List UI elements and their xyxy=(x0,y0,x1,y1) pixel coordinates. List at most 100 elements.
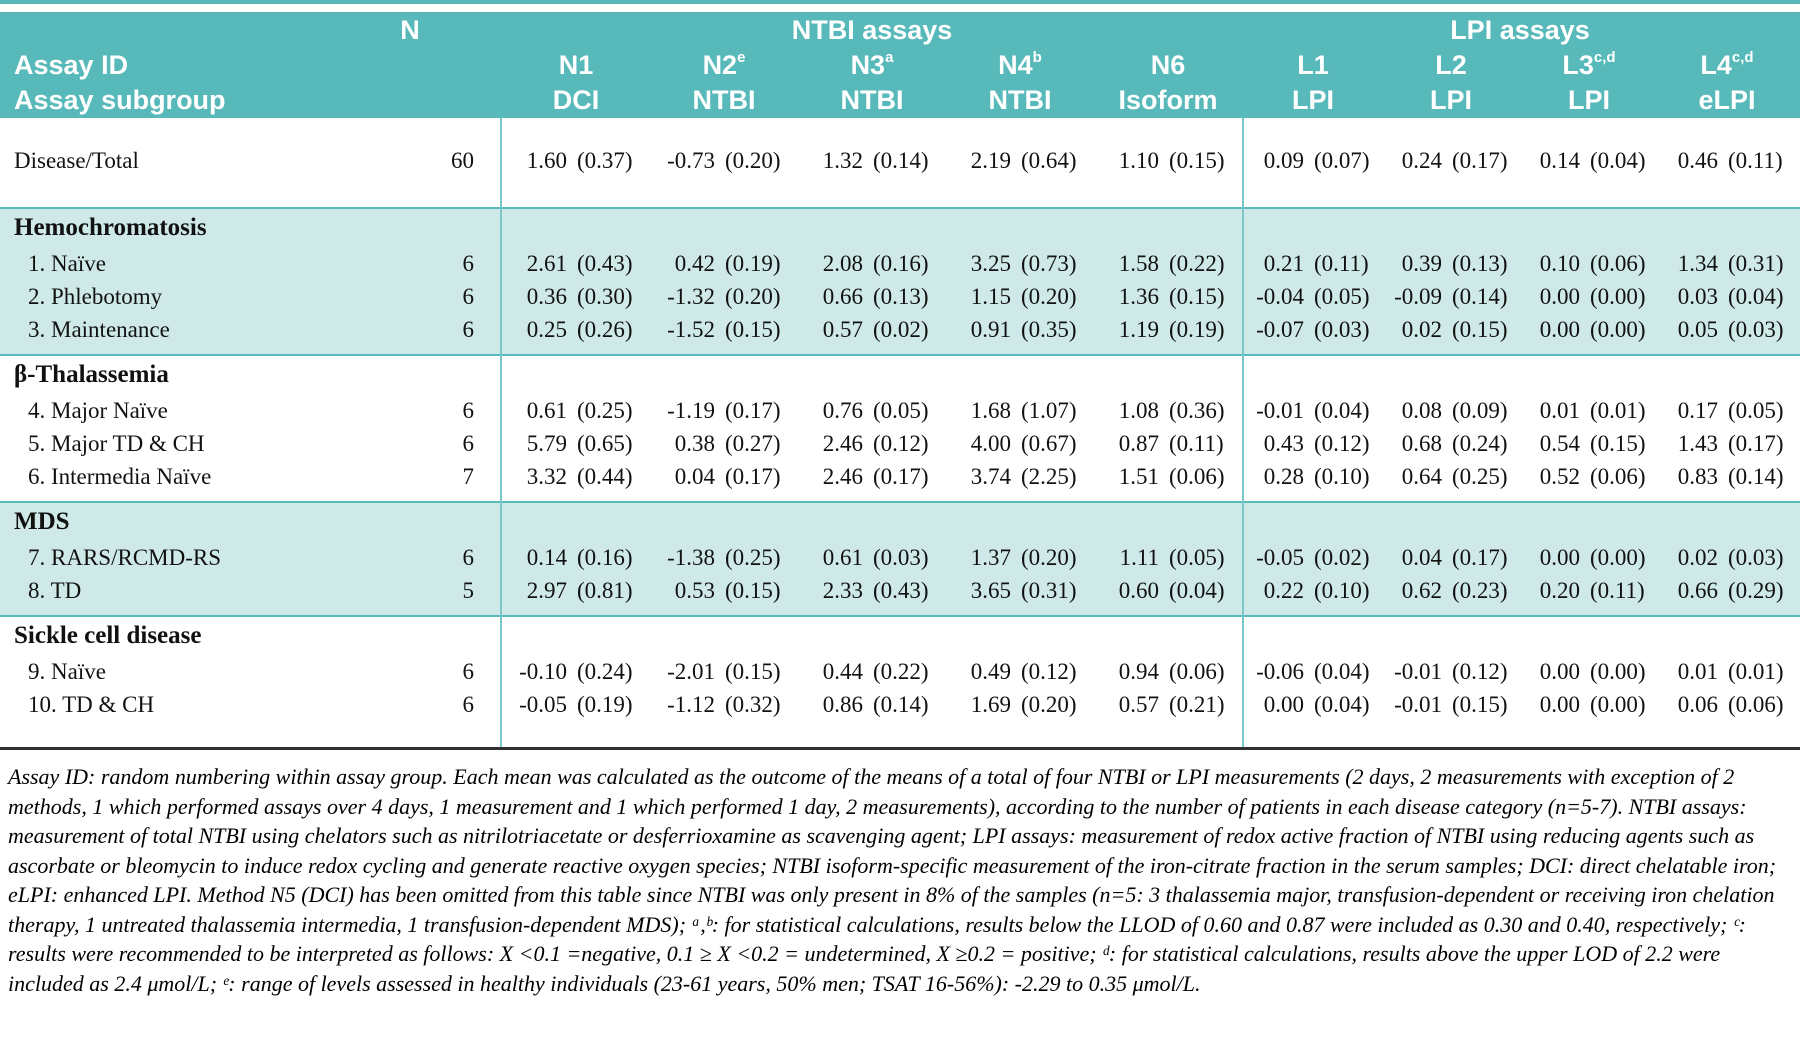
mean-value: -0.01 xyxy=(1256,397,1304,423)
se-value: (0.44) xyxy=(577,463,633,489)
col-subgroup-L2: LPI xyxy=(1429,84,1472,115)
mean-value: 1.69 xyxy=(970,691,1011,717)
se-value: (1.07) xyxy=(1021,397,1077,423)
data-cell-N2: 0.04 (0.17) xyxy=(650,464,798,490)
data-cell-N1: -0.05 (0.19) xyxy=(502,692,650,718)
se-value: (0.25) xyxy=(1452,463,1508,489)
table-header: N NTBI assays LPI assays Assay ID N1 N2e N… xyxy=(0,12,1800,118)
mean-value: 0.03 xyxy=(1677,283,1718,309)
data-cell-N4: 1.37 (0.20) xyxy=(946,545,1094,571)
se-value: (0.35) xyxy=(1021,316,1077,342)
se-value: (0.06) xyxy=(1728,691,1784,717)
row-n-count: 6 xyxy=(462,283,475,309)
mean-value: -1.32 xyxy=(667,283,715,309)
se-value: (0.00) xyxy=(1590,316,1646,342)
mean-value: 1.08 xyxy=(1118,397,1159,423)
mean-value: 2.46 xyxy=(822,430,863,456)
ntbi-assays-group-header: NTBI assays xyxy=(791,14,953,45)
se-value: (0.15) xyxy=(1590,430,1646,456)
mean-value: 0.61 xyxy=(822,544,863,570)
col-header-N2: N2e xyxy=(702,48,746,80)
data-cell-L4: 0.46 (0.11) xyxy=(1658,148,1796,174)
data-cell-N1: 0.25 (0.26) xyxy=(502,317,650,343)
section-title: Sickle cell disease xyxy=(14,622,202,649)
mean-value: 2.46 xyxy=(822,463,863,489)
mean-value: 0.00 xyxy=(1539,658,1580,684)
mean-value: -0.10 xyxy=(519,658,567,684)
table-section: Sickle cell disease 9. Naïve 6 -0.10 (0.24) -… xyxy=(0,615,1800,747)
col-header-N1: N1 xyxy=(558,49,594,80)
mean-value: 4.00 xyxy=(970,430,1011,456)
data-cell-N3: 0.66 (0.13) xyxy=(798,284,946,310)
col-header-L1: L1 xyxy=(1297,49,1329,80)
data-cell-N3: 0.57 (0.02) xyxy=(798,317,946,343)
data-cell-L4: 0.05 (0.03) xyxy=(1658,317,1796,343)
mean-value: 2.19 xyxy=(970,147,1011,173)
se-value: (0.02) xyxy=(873,316,929,342)
data-cell-N6: 1.08 (0.36) xyxy=(1094,398,1242,424)
mean-value: 0.68 xyxy=(1401,430,1442,456)
col-subgroup-L4: eLPI xyxy=(1698,84,1756,115)
row-label: 8. TD xyxy=(28,577,82,603)
se-value: (0.15) xyxy=(1452,316,1508,342)
data-cell-N1: 5.79 (0.65) xyxy=(502,431,650,457)
se-value: (0.02) xyxy=(1314,544,1370,570)
data-cell-L3: 0.54 (0.15) xyxy=(1520,431,1658,457)
se-value: (0.43) xyxy=(873,577,929,603)
table-row: Disease/Total 60 1.60 (0.37) -0.73 (0.20) 1.32… xyxy=(0,144,1800,177)
mean-value: 0.49 xyxy=(970,658,1011,684)
mean-value: -0.04 xyxy=(1256,283,1304,309)
mean-value: 0.66 xyxy=(1677,577,1718,603)
se-value: (0.11) xyxy=(1169,430,1224,456)
mean-value: -0.05 xyxy=(519,691,567,717)
lpi-assays-group-header: LPI assays xyxy=(1450,14,1590,45)
mean-value: 1.11 xyxy=(1119,544,1159,570)
data-cell-L3: 0.14 (0.04) xyxy=(1520,148,1658,174)
mean-value: 0.54 xyxy=(1539,430,1580,456)
data-cell-L2: -0.01 (0.12) xyxy=(1382,659,1520,685)
group-header-row: N NTBI assays LPI assays xyxy=(0,12,1800,48)
se-value: (0.11) xyxy=(1314,250,1369,276)
data-cell-N1: 0.36 (0.30) xyxy=(502,284,650,310)
assay-subgroup-label: Assay subgroup xyxy=(14,84,226,115)
se-value: (0.17) xyxy=(725,397,781,423)
mean-value: 0.05 xyxy=(1677,316,1718,342)
data-cell-L1: 0.09 (0.07) xyxy=(1244,148,1382,174)
mean-value: 0.01 xyxy=(1539,397,1580,423)
row-n-count: 6 xyxy=(462,658,475,684)
se-value: (0.17) xyxy=(873,463,929,489)
se-value: (0.15) xyxy=(1169,147,1225,173)
se-value: (0.20) xyxy=(725,147,781,173)
se-value: (0.01) xyxy=(1590,397,1646,423)
se-value: (0.06) xyxy=(1590,250,1646,276)
mean-value: 3.65 xyxy=(970,577,1011,603)
data-cell-L1: -0.07 (0.03) xyxy=(1244,317,1382,343)
n-column-header: N xyxy=(400,14,420,45)
data-cell-N4: 1.68 (1.07) xyxy=(946,398,1094,424)
mean-value: -0.73 xyxy=(667,147,715,173)
mean-value: 0.22 xyxy=(1263,577,1304,603)
se-value: (0.32) xyxy=(725,691,781,717)
se-value: (0.73) xyxy=(1021,250,1077,276)
mean-value: 0.91 xyxy=(970,316,1011,342)
mean-value: 0.00 xyxy=(1263,691,1304,717)
data-cell-N3: 2.33 (0.43) xyxy=(798,578,946,604)
data-cell-N1: 1.60 (0.37) xyxy=(502,148,650,174)
mean-value: 0.24 xyxy=(1401,147,1442,173)
se-value: (0.17) xyxy=(725,463,781,489)
section-title: β-Thalassemia xyxy=(14,361,169,388)
se-value: (0.00) xyxy=(1590,658,1646,684)
se-value: (0.06) xyxy=(1169,463,1225,489)
data-cell-N3: 0.76 (0.05) xyxy=(798,398,946,424)
mean-value: 0.08 xyxy=(1401,397,1442,423)
data-cell-N2: 0.53 (0.15) xyxy=(650,578,798,604)
col-subgroup-N2: NTBI xyxy=(692,84,756,115)
se-value: (0.05) xyxy=(1169,544,1225,570)
data-cell-L3: 0.00 (0.00) xyxy=(1520,284,1658,310)
se-value: (0.31) xyxy=(1021,577,1077,603)
data-cell-L2: 0.04 (0.17) xyxy=(1382,545,1520,571)
se-value: (0.12) xyxy=(1314,430,1370,456)
se-value: (0.09) xyxy=(1452,397,1508,423)
mean-value: 0.42 xyxy=(674,250,715,276)
data-cell-L2: -0.09 (0.14) xyxy=(1382,284,1520,310)
